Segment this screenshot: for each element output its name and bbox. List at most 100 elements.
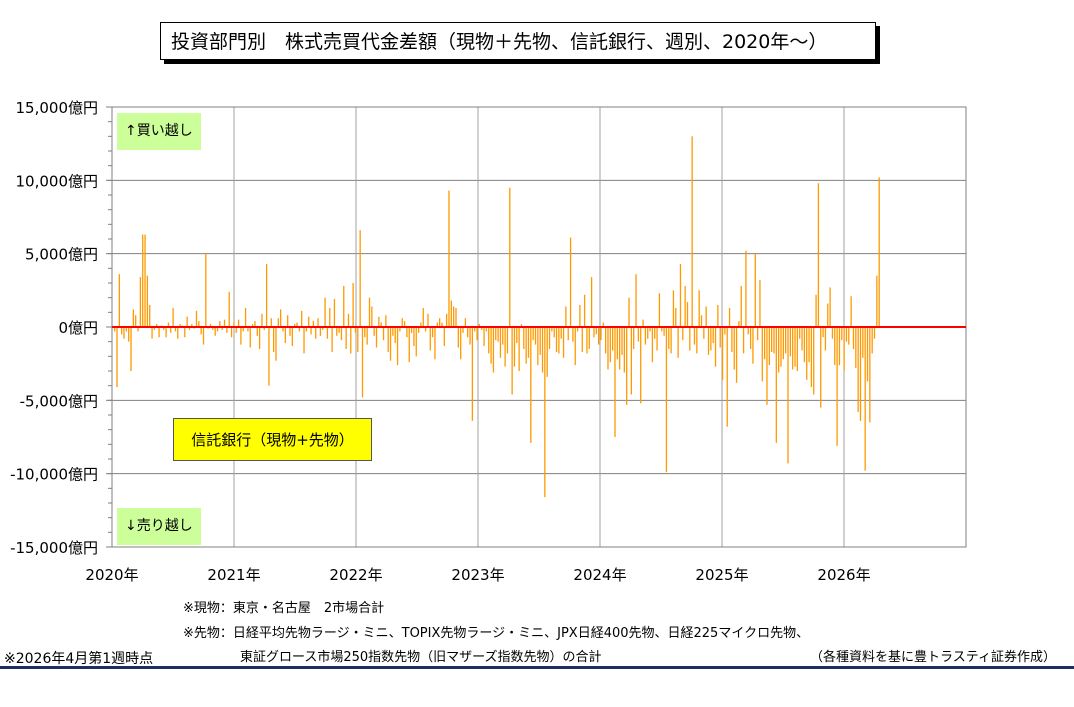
bar <box>272 327 275 352</box>
bar <box>525 327 527 364</box>
bar <box>595 327 597 335</box>
bar <box>728 307 731 327</box>
bar <box>698 290 700 327</box>
bar <box>436 322 438 327</box>
bar <box>151 327 153 339</box>
bar <box>560 327 562 339</box>
bar <box>855 327 857 369</box>
bar <box>607 327 609 370</box>
bar <box>686 302 689 327</box>
bar <box>516 327 518 344</box>
bar <box>864 327 866 471</box>
bar <box>703 327 705 339</box>
bar <box>778 327 780 373</box>
bar <box>813 327 815 395</box>
note-sakimono-1: ※先物：日経平均先物ラージ・ミニ、TOPIX先物ラージ・ミニ、JPX日経400先… <box>183 626 810 641</box>
bar <box>118 274 120 327</box>
bar <box>396 327 399 366</box>
y-tick-labels: 15,000億円 10,000億円 5,000億円 0億円 -5,000億円 -10,00… <box>10 99 98 557</box>
bar <box>831 327 834 339</box>
bar <box>553 327 555 338</box>
bar <box>841 327 843 341</box>
bar <box>417 327 420 333</box>
bar <box>628 297 630 327</box>
bar <box>128 327 130 342</box>
bar <box>261 313 263 327</box>
bar <box>142 234 144 327</box>
bar <box>810 327 813 388</box>
bar <box>834 327 836 366</box>
bar <box>579 305 581 327</box>
bar <box>179 324 181 327</box>
bar <box>497 327 499 342</box>
bar <box>123 327 125 339</box>
bar <box>581 327 583 352</box>
bar <box>310 327 312 335</box>
bar <box>457 327 459 348</box>
bar <box>787 327 789 464</box>
bar <box>453 306 455 327</box>
bar <box>322 327 324 330</box>
bar <box>668 327 670 349</box>
bar <box>282 327 284 332</box>
footer-rule <box>0 666 1074 669</box>
bar <box>761 327 763 382</box>
bar <box>836 327 838 446</box>
bar <box>742 327 745 354</box>
bar <box>534 327 537 345</box>
y-tick-label: -10,000億円 <box>10 466 98 484</box>
bar <box>317 318 319 327</box>
bar <box>415 327 417 357</box>
bar <box>460 327 462 360</box>
bar <box>759 280 761 327</box>
bar <box>139 277 142 327</box>
bar <box>604 327 607 354</box>
bar <box>485 327 488 332</box>
bar <box>191 324 193 327</box>
bar <box>502 327 504 345</box>
bar <box>205 253 207 327</box>
bar <box>483 327 485 347</box>
bar <box>184 327 186 338</box>
bar <box>745 250 747 327</box>
bar <box>857 327 859 413</box>
bar <box>174 327 177 332</box>
bar <box>827 303 829 327</box>
bar <box>724 327 726 335</box>
bar <box>820 327 822 408</box>
bar <box>287 315 289 327</box>
bar <box>471 327 474 421</box>
bar <box>644 327 647 345</box>
bar <box>555 327 558 352</box>
bar <box>789 327 791 357</box>
bar <box>763 327 766 360</box>
bar <box>726 327 728 427</box>
bar <box>235 327 237 333</box>
bar <box>866 327 869 382</box>
bar <box>343 285 345 327</box>
bar <box>609 327 611 363</box>
bar <box>677 327 679 358</box>
bar <box>509 187 511 327</box>
bar <box>153 327 156 330</box>
bar <box>600 327 602 341</box>
bar <box>637 327 640 342</box>
bar <box>635 274 637 327</box>
bar <box>188 327 191 330</box>
bar <box>214 327 216 336</box>
bar <box>572 327 574 342</box>
y-tick-label: 0億円 <box>58 319 98 337</box>
bar <box>263 327 265 330</box>
bar <box>121 327 123 335</box>
x-tick-label: 2022年 <box>329 566 382 584</box>
bar <box>209 324 212 327</box>
bar <box>249 327 251 348</box>
bar <box>446 313 448 327</box>
bar <box>700 315 703 327</box>
bar <box>420 322 422 327</box>
bar <box>731 327 733 352</box>
bar <box>532 327 534 341</box>
bar <box>385 315 387 327</box>
bar <box>721 327 724 380</box>
bar <box>492 327 495 373</box>
